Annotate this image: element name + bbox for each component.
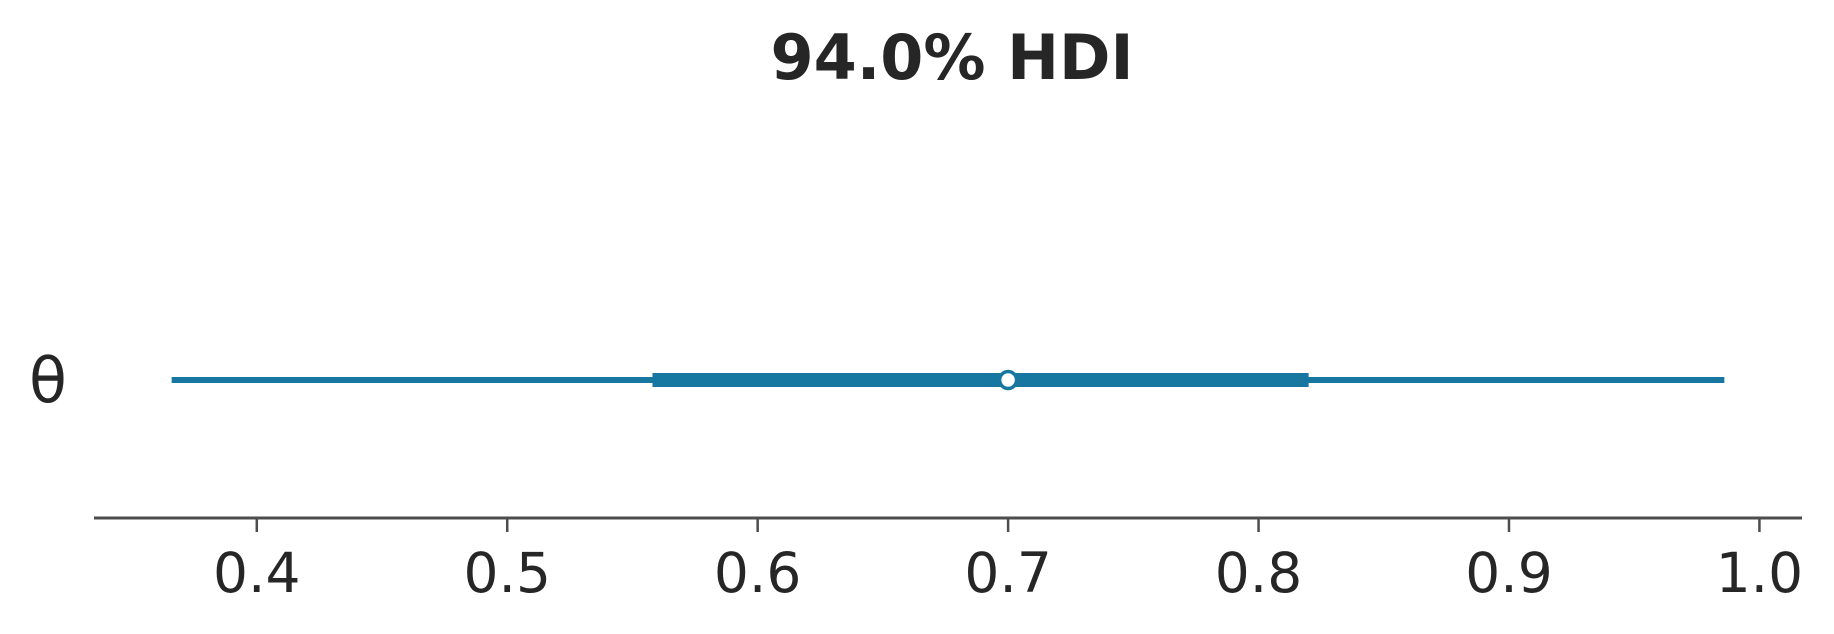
x-tick-label: 1.0 [1716, 541, 1803, 605]
series-group [171, 369, 1725, 391]
median-point [997, 369, 1019, 391]
x-axis-ticks: 0.4 0.5 0.6 0.7 0.8 0.9 1.0 [213, 518, 1803, 605]
x-tick-label: 0.4 [213, 541, 300, 605]
x-tick-label: 0.9 [1465, 541, 1552, 605]
x-tick-label: 0.5 [463, 541, 550, 605]
chart-title: 94.0% HDI [770, 21, 1133, 94]
x-tick-label: 0.6 [714, 541, 801, 605]
x-tick-label: 0.7 [964, 541, 1051, 605]
x-tick-label: 0.8 [1215, 541, 1302, 605]
variable-label: θ [29, 344, 67, 417]
variable-labels: θ [29, 344, 67, 417]
